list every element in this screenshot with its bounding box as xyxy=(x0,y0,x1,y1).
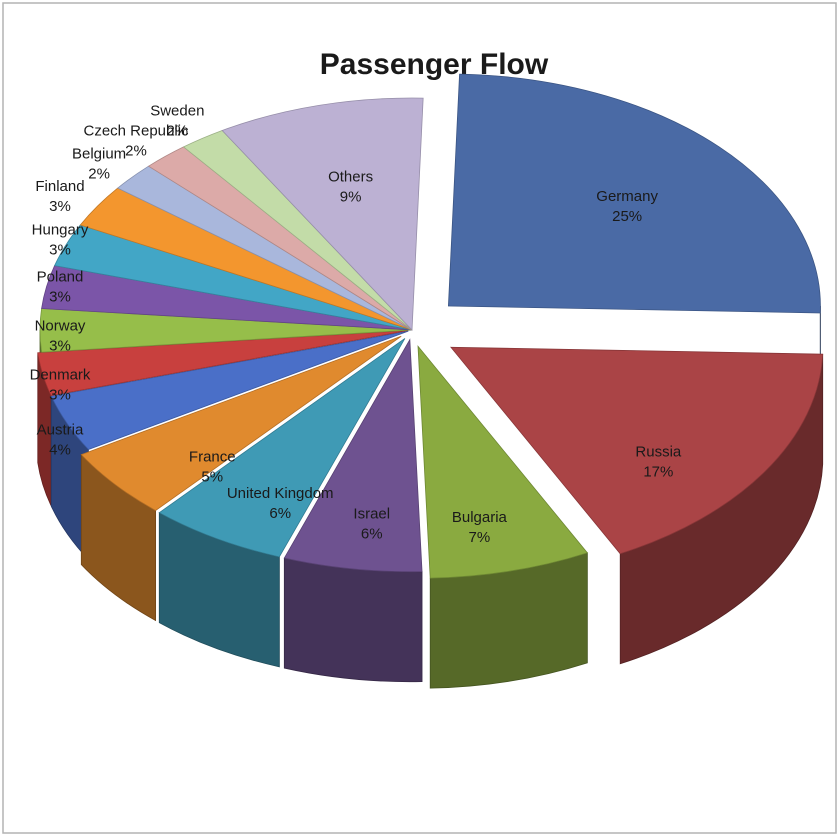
slice-label-others: Others 9% xyxy=(328,169,373,206)
slice-united-kingdom xyxy=(158,338,406,558)
slice-side-israel xyxy=(283,557,423,683)
slice-germany xyxy=(447,73,821,314)
slice-percent: 5% xyxy=(201,469,223,486)
slice-name: Finland xyxy=(35,178,84,195)
slice-name: France xyxy=(189,449,236,466)
slice-name: Czech Republic xyxy=(83,122,189,139)
slice-label-austria: Austria 4% xyxy=(37,422,84,459)
slice-percent: 3% xyxy=(49,337,71,354)
slice-percent: 7% xyxy=(469,529,491,546)
slice-percent: 3% xyxy=(49,198,71,215)
slice-percent: 9% xyxy=(340,189,362,206)
slice-name: Belgium xyxy=(72,145,126,162)
slice-label-germany: Germany 25% xyxy=(596,188,658,225)
slice-name: Denmark xyxy=(30,367,91,384)
slice-label-bulgaria: Bulgaria 7% xyxy=(452,509,508,546)
slice-name: Israel xyxy=(353,505,390,522)
slice-label-israel: Israel 6% xyxy=(353,505,390,542)
slice-name: United Kingdom xyxy=(227,485,334,502)
slice-label-united-kingdom: United Kingdom 6% xyxy=(227,485,334,522)
slice-percent: 3% xyxy=(49,387,71,404)
slice-others xyxy=(221,97,424,331)
slice-percent: 6% xyxy=(361,525,383,542)
slice-label-hungary: Hungary 3% xyxy=(32,222,89,259)
slice-percent: 25% xyxy=(612,208,642,225)
slice-label-norway: Norway 3% xyxy=(35,317,86,354)
pie-sides xyxy=(37,306,824,689)
slice-austria xyxy=(50,330,409,450)
slice-percent: 2% xyxy=(88,165,110,182)
chart-title: Passenger Flow xyxy=(320,48,549,81)
slice-label-poland: Poland 3% xyxy=(37,269,84,306)
slice-percent: 2% xyxy=(166,122,188,139)
slice-percent: 3% xyxy=(49,289,71,306)
slice-name: Russia xyxy=(635,444,682,461)
slice-label-denmark: Denmark 3% xyxy=(30,367,91,404)
slice-name: Germany xyxy=(596,188,658,205)
slice-denmark xyxy=(37,330,409,397)
pie-tops xyxy=(37,73,824,579)
slice-name: Austria xyxy=(37,422,84,439)
pie-labels: Germany25%Russia17%Bulgaria7%Israel6%Uni… xyxy=(30,102,682,546)
slice-label-sweden: Sweden 2% xyxy=(150,102,204,139)
slice-name: Poland xyxy=(37,269,84,286)
slice-percent: 2% xyxy=(125,142,147,159)
slice-label-france: France 5% xyxy=(189,449,236,486)
slice-name: Norway xyxy=(35,317,86,334)
slice-percent: 6% xyxy=(269,505,291,522)
slice-name: Sweden xyxy=(150,102,204,119)
slice-label-finland: Finland 3% xyxy=(35,178,84,215)
slice-russia xyxy=(450,346,824,555)
slice-name: Others xyxy=(328,169,373,186)
slice-percent: 4% xyxy=(49,442,71,459)
slice-percent: 3% xyxy=(49,242,71,259)
slice-france xyxy=(80,335,402,511)
slice-percent: 17% xyxy=(643,464,673,481)
slice-name: Hungary xyxy=(32,222,89,239)
slice-label-belgium: Belgium 2% xyxy=(72,145,126,182)
slice-label-russia: Russia 17% xyxy=(635,444,682,481)
slice-name: Bulgaria xyxy=(452,509,508,526)
slice-bulgaria xyxy=(417,345,589,579)
slice-israel xyxy=(283,338,423,573)
